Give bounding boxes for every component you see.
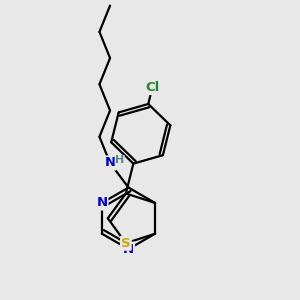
Text: S: S [121, 237, 131, 250]
Text: Cl: Cl [145, 81, 160, 94]
Text: H: H [115, 155, 124, 165]
Text: N: N [123, 243, 134, 256]
Text: N: N [104, 157, 116, 169]
Text: N: N [96, 196, 107, 209]
